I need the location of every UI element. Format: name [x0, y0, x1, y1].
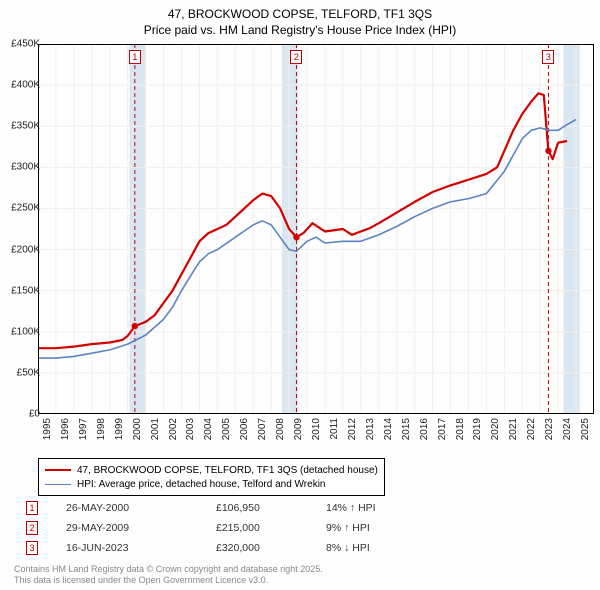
x-tick-label: 1995 — [42, 418, 53, 440]
x-tick-label: 1997 — [78, 418, 89, 440]
legend-label: HPI: Average price, detached house, Telf… — [77, 479, 326, 490]
x-tick-label: 2010 — [311, 418, 322, 440]
event-marker-box: 1 — [129, 50, 141, 64]
x-tick-label: 2016 — [419, 418, 430, 440]
y-tick-label: £250K — [11, 203, 40, 214]
sale-diff: 8% ↓ HPI — [326, 542, 426, 554]
x-tick-label: 2005 — [221, 418, 232, 440]
legend-swatch — [45, 484, 71, 485]
x-tick-label: 2023 — [544, 418, 555, 440]
x-tick-label: 2003 — [185, 418, 196, 440]
sale-diff: 14% ↑ HPI — [326, 502, 426, 514]
x-tick-label: 2020 — [490, 418, 501, 440]
x-tick-label: 2001 — [150, 418, 161, 440]
chart-container: 47, BROCKWOOD COPSE, TELFORD, TF1 3QS Pr… — [0, 0, 600, 590]
attribution-line2: This data is licensed under the Open Gov… — [14, 575, 323, 586]
x-tick-label: 2008 — [275, 418, 286, 440]
title-block: 47, BROCKWOOD COPSE, TELFORD, TF1 3QS Pr… — [0, 0, 600, 38]
sale-price: £215,000 — [216, 522, 326, 534]
x-tick-label: 1996 — [60, 418, 71, 440]
legend-item-hpi: HPI: Average price, detached house, Telf… — [45, 477, 378, 491]
plot-svg — [38, 44, 594, 414]
attribution: Contains HM Land Registry data © Crown c… — [14, 564, 323, 587]
x-tick-label: 2024 — [562, 418, 573, 440]
y-tick-label: £100K — [11, 326, 40, 337]
sale-marker: 2 — [26, 521, 38, 535]
sale-date: 29-MAY-2009 — [66, 522, 216, 534]
x-tick-label: 1998 — [96, 418, 107, 440]
attribution-line1: Contains HM Land Registry data © Crown c… — [14, 564, 323, 575]
legend-item-price-paid: 47, BROCKWOOD COPSE, TELFORD, TF1 3QS (d… — [45, 463, 378, 477]
x-tick-label: 2013 — [365, 418, 376, 440]
event-marker-box: 2 — [290, 50, 302, 64]
legend-label: 47, BROCKWOOD COPSE, TELFORD, TF1 3QS (d… — [77, 465, 378, 476]
x-tick-label: 2002 — [168, 418, 179, 440]
sale-date: 26-MAY-2000 — [66, 502, 216, 514]
x-tick-label: 2021 — [508, 418, 519, 440]
x-tick-label: 2025 — [580, 418, 591, 440]
event-marker-box: 3 — [542, 50, 554, 64]
x-tick-label: 2018 — [455, 418, 466, 440]
title-line1: 47, BROCKWOOD COPSE, TELFORD, TF1 3QS — [0, 6, 600, 22]
x-tick-label: 2014 — [383, 418, 394, 440]
sale-row: 3 16-JUN-2023 £320,000 8% ↓ HPI — [26, 538, 426, 558]
sale-row: 1 26-MAY-2000 £106,950 14% ↑ HPI — [26, 498, 426, 518]
y-tick-label: £0 — [29, 409, 40, 420]
x-tick-label: 1999 — [114, 418, 125, 440]
sale-events-table: 1 26-MAY-2000 £106,950 14% ↑ HPI 2 29-MA… — [26, 498, 426, 558]
legend: 47, BROCKWOOD COPSE, TELFORD, TF1 3QS (d… — [38, 458, 385, 496]
sale-price: £320,000 — [216, 542, 326, 554]
sale-marker: 1 — [26, 501, 38, 515]
sale-row: 2 29-MAY-2009 £215,000 9% ↑ HPI — [26, 518, 426, 538]
sale-date: 16-JUN-2023 — [66, 542, 216, 554]
y-tick-label: £200K — [11, 244, 40, 255]
sale-marker: 3 — [26, 541, 38, 555]
x-tick-label: 2019 — [472, 418, 483, 440]
x-tick-label: 2011 — [329, 418, 340, 440]
x-tick-label: 2017 — [437, 418, 448, 440]
sale-price: £106,950 — [216, 502, 326, 514]
x-tick-label: 2007 — [257, 418, 268, 440]
y-tick-label: £150K — [11, 285, 40, 296]
sale-diff: 9% ↑ HPI — [326, 522, 426, 534]
x-tick-label: 2015 — [401, 418, 412, 440]
y-tick-label: £450K — [11, 39, 40, 50]
x-tick-label: 2006 — [239, 418, 250, 440]
y-tick-label: £300K — [11, 162, 40, 173]
title-line2: Price paid vs. HM Land Registry's House … — [0, 22, 600, 38]
legend-swatch — [45, 469, 71, 471]
x-tick-label: 2004 — [203, 418, 214, 440]
x-tick-label: 2000 — [132, 418, 143, 440]
x-tick-label: 2009 — [293, 418, 304, 440]
y-tick-label: £350K — [11, 121, 40, 132]
x-tick-label: 2012 — [347, 418, 358, 440]
y-tick-label: £400K — [11, 80, 40, 91]
x-tick-label: 2022 — [526, 418, 537, 440]
chart-area — [38, 44, 594, 414]
y-tick-label: £50K — [17, 367, 40, 378]
